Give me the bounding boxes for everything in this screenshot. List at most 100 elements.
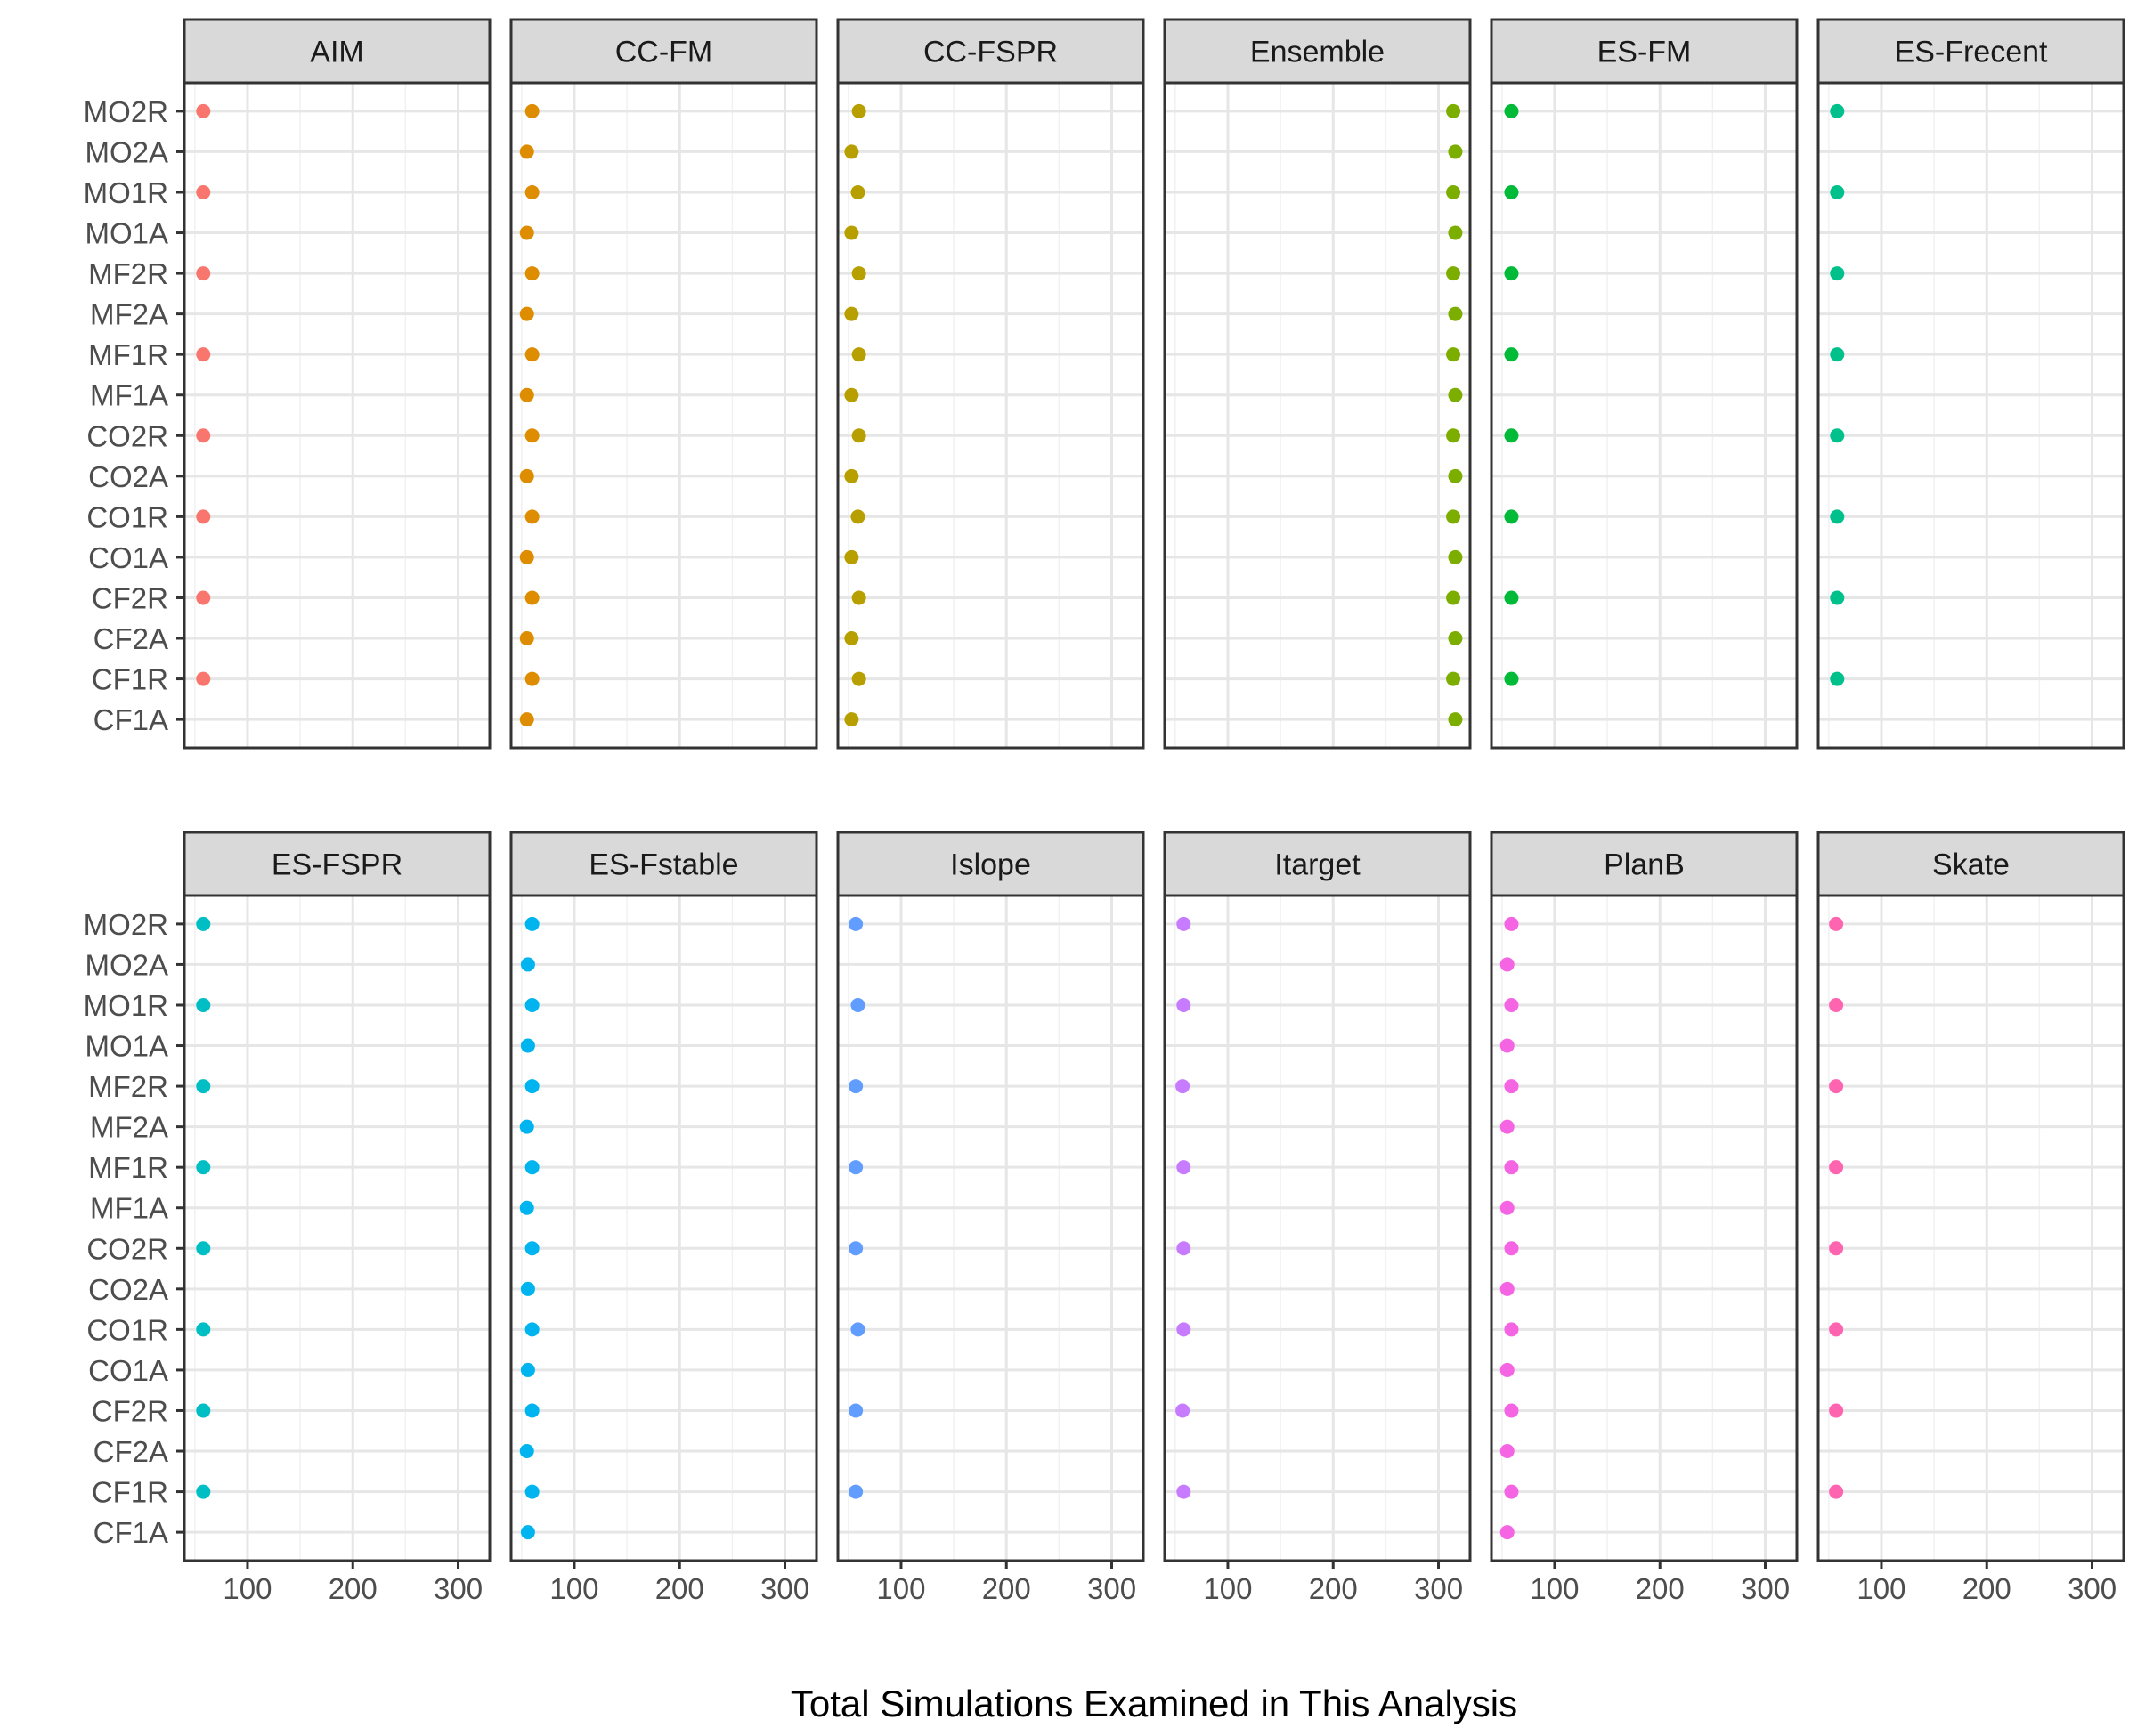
y-tick-label: MO1A	[85, 217, 168, 250]
facet-strip	[183, 831, 492, 897]
data-point	[844, 225, 859, 240]
data-point	[520, 1038, 535, 1053]
data-point	[196, 103, 211, 118]
facet-strip-label: Ensemble	[1250, 36, 1385, 69]
data-point	[1504, 266, 1519, 281]
data-point	[196, 1322, 211, 1337]
data-point	[851, 103, 866, 118]
data-point	[1829, 1484, 1844, 1499]
data-point	[1448, 468, 1463, 483]
data-point	[1504, 347, 1519, 362]
y-tick-label: MO1A	[85, 1030, 168, 1063]
facet-panel-aim: AIM MO2R MO2A MO1R MO1A MF2R MF2A MF1R MF1A CO2R C…	[84, 18, 492, 750]
y-tick-label: MO1R	[84, 989, 168, 1022]
data-point	[1175, 1403, 1190, 1418]
facet-strip-label: PlanB	[1604, 848, 1685, 882]
data-point	[196, 590, 211, 605]
data-point	[1448, 306, 1463, 321]
y-tick-label: CO1R	[86, 1313, 168, 1346]
data-point	[524, 509, 540, 524]
y-tick-label: CF1A	[93, 703, 168, 736]
data-point	[196, 1160, 211, 1175]
x-tick-label: 200	[1962, 1572, 2011, 1605]
data-point	[519, 1119, 534, 1134]
y-tick-label: MO2R	[84, 908, 168, 941]
y-tick-label: CO2R	[86, 1232, 168, 1265]
facet-panel-es-fm: ES-FM	[1490, 18, 1799, 750]
data-point	[520, 1362, 535, 1377]
data-point	[844, 468, 859, 483]
data-point	[1176, 916, 1191, 931]
data-point	[844, 387, 859, 402]
facet-strip	[1163, 18, 1472, 85]
x-tick-label: 300	[434, 1572, 483, 1605]
data-point	[1504, 1079, 1519, 1094]
facet-strip	[836, 18, 1145, 85]
facet-panel-cc-fm: CC-FM	[509, 18, 818, 750]
facet-strip	[1816, 18, 2125, 85]
data-point	[524, 266, 540, 281]
panel-background	[184, 83, 490, 748]
data-point	[1830, 347, 1845, 362]
data-point	[1830, 590, 1845, 605]
x-tick-label: 200	[982, 1572, 1031, 1605]
data-point	[1829, 1403, 1844, 1418]
data-point	[1830, 509, 1845, 524]
data-point	[520, 957, 535, 972]
panel-background	[1165, 83, 1470, 748]
y-tick-label: CO2R	[86, 419, 168, 452]
data-point	[844, 712, 859, 727]
data-point	[1499, 1362, 1515, 1377]
data-point	[1504, 184, 1519, 199]
panel-background	[1491, 83, 1797, 748]
data-point	[1504, 1160, 1519, 1175]
data-point	[1829, 997, 1844, 1012]
data-point	[1446, 103, 1461, 118]
data-point	[851, 590, 866, 605]
data-point	[1499, 1200, 1515, 1215]
facet-strip-label: AIM	[310, 36, 363, 69]
data-point	[1504, 671, 1519, 686]
y-tick-label: CF1R	[92, 1476, 168, 1509]
data-point	[851, 347, 866, 362]
data-point	[1504, 103, 1519, 118]
facet-strip-label: CC-FM	[615, 36, 713, 69]
data-point	[196, 1403, 211, 1418]
data-point	[520, 1281, 535, 1296]
x-tick-label: 100	[549, 1572, 598, 1605]
data-point	[1499, 1525, 1515, 1540]
x-tick-label: 100	[1203, 1572, 1252, 1605]
y-tick-label: MO2R	[84, 95, 168, 128]
y-tick-label: MF1R	[88, 338, 168, 371]
data-point	[850, 184, 865, 199]
data-point	[524, 347, 540, 362]
y-tick-label: CO1R	[86, 500, 168, 533]
facet-strip-label: Itarget	[1274, 848, 1361, 882]
data-point	[849, 916, 864, 931]
data-point	[851, 266, 866, 281]
data-point	[524, 671, 540, 686]
data-point	[1446, 184, 1461, 199]
y-tick-label: CF2A	[93, 622, 168, 655]
data-point	[1829, 1160, 1844, 1175]
data-point	[1448, 225, 1463, 240]
y-tick-label: MO2A	[85, 135, 168, 168]
data-point	[1176, 1484, 1191, 1499]
y-tick-label: MO2A	[85, 948, 168, 981]
data-point	[1499, 1119, 1515, 1134]
data-point	[196, 347, 211, 362]
panel-background	[838, 896, 1143, 1561]
data-point	[1504, 590, 1519, 605]
data-point	[1448, 387, 1463, 402]
data-point	[1829, 1079, 1844, 1094]
data-point	[524, 184, 540, 199]
data-point	[1829, 1322, 1844, 1337]
data-point	[849, 1484, 864, 1499]
data-point	[850, 997, 865, 1012]
data-point	[844, 306, 859, 321]
x-tick-label: 200	[655, 1572, 704, 1605]
x-tick-label: 100	[876, 1572, 925, 1605]
y-tick-label: CF2R	[92, 581, 168, 614]
data-point	[1176, 997, 1191, 1012]
data-point	[851, 428, 866, 443]
